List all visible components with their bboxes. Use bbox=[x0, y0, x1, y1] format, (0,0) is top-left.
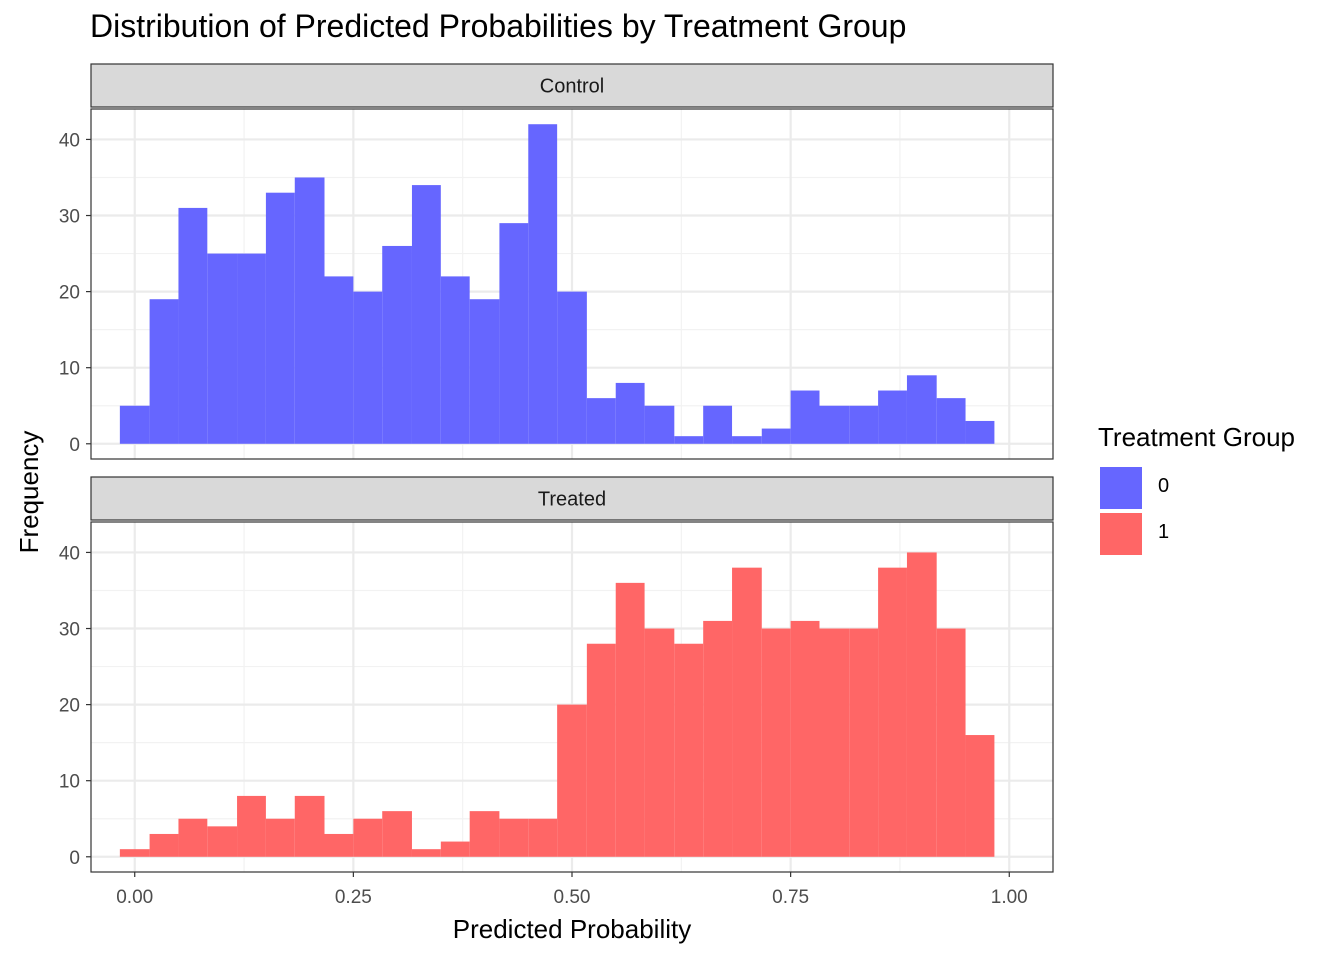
histogram-bar bbox=[237, 253, 266, 444]
strip-label: Treated bbox=[538, 489, 606, 511]
histogram-bar bbox=[149, 299, 179, 444]
histogram-bar bbox=[149, 833, 179, 857]
chart-title: Distribution of Predicted Probabilities … bbox=[90, 8, 907, 44]
histogram-bar bbox=[674, 436, 704, 444]
legend-item-1: 1 bbox=[1098, 513, 1295, 559]
histogram-bar bbox=[237, 795, 266, 857]
histogram-bar bbox=[499, 223, 529, 444]
histogram-bar bbox=[732, 567, 762, 857]
legend-label-1: 1 bbox=[1158, 521, 1170, 543]
histogram-bar bbox=[644, 405, 675, 444]
legend-key-1 bbox=[1100, 513, 1142, 555]
y-tick-label: 20 bbox=[59, 696, 80, 717]
y-tick-label: 0 bbox=[69, 848, 80, 869]
histogram-bar bbox=[703, 620, 733, 857]
histogram-bar bbox=[469, 811, 500, 857]
histogram-bar bbox=[936, 628, 966, 857]
histogram-bar bbox=[615, 582, 645, 857]
histogram-bar bbox=[178, 818, 208, 857]
histogram-bar bbox=[119, 849, 150, 857]
histogram-bar bbox=[819, 405, 850, 444]
strip-background bbox=[90, 476, 1054, 521]
histogram-bar bbox=[965, 420, 995, 444]
histogram-bar bbox=[878, 567, 907, 857]
y-axis-title: Frequency bbox=[14, 431, 44, 554]
y-tick-label: 30 bbox=[59, 620, 80, 641]
x-axis-title: Predicted Probability bbox=[453, 914, 691, 944]
x-tick-label: 0.50 bbox=[554, 887, 591, 908]
legend-key-0 bbox=[1100, 467, 1142, 509]
histogram-bar bbox=[761, 428, 791, 444]
histogram-bar bbox=[382, 811, 412, 857]
histogram-bar bbox=[703, 405, 733, 444]
histogram-bar bbox=[965, 735, 995, 857]
y-tick-label: 10 bbox=[59, 359, 80, 380]
y-tick-label: 20 bbox=[59, 283, 80, 304]
histogram-bar bbox=[586, 643, 616, 857]
histogram-bar bbox=[528, 818, 558, 857]
histogram-bar bbox=[790, 620, 820, 857]
x-tick-label: 0.00 bbox=[116, 887, 153, 908]
histogram-bar bbox=[440, 276, 470, 444]
histogram-bar bbox=[849, 628, 879, 857]
histogram-bar bbox=[411, 185, 441, 444]
histogram-bar bbox=[849, 405, 879, 444]
histogram-bar bbox=[469, 299, 500, 444]
histogram-bar bbox=[440, 841, 470, 857]
histogram-bar bbox=[294, 177, 325, 444]
histogram-bar bbox=[732, 436, 762, 444]
histogram-bar bbox=[324, 833, 354, 857]
x-tick-label: 0.25 bbox=[335, 887, 372, 908]
histogram-bar bbox=[557, 704, 587, 857]
histogram-bar bbox=[819, 628, 850, 857]
histogram-bar bbox=[906, 552, 937, 857]
y-tick-label: 0 bbox=[69, 435, 80, 456]
histogram-bar bbox=[265, 818, 295, 857]
histogram-bar bbox=[411, 849, 441, 857]
histogram-bar bbox=[528, 124, 558, 444]
histogram-bar bbox=[936, 398, 966, 444]
strip-label: Control bbox=[540, 76, 604, 98]
y-tick-label: 40 bbox=[59, 130, 80, 151]
legend-item-0: 0 bbox=[1098, 467, 1295, 513]
histogram-bar bbox=[878, 390, 907, 444]
legend-label-0: 0 bbox=[1158, 475, 1170, 497]
histogram-bar bbox=[353, 291, 383, 444]
histogram-bar bbox=[615, 382, 645, 444]
histogram-bar bbox=[119, 405, 150, 444]
histogram-bar bbox=[353, 818, 383, 857]
histogram-bar bbox=[265, 192, 295, 444]
histogram-bar bbox=[294, 795, 325, 857]
panel-border bbox=[90, 108, 1054, 460]
x-tick-label: 1.00 bbox=[991, 887, 1028, 908]
histogram-bar bbox=[499, 818, 529, 857]
histogram-bar bbox=[906, 375, 937, 444]
histogram-bar bbox=[790, 390, 820, 444]
y-tick-label: 40 bbox=[59, 543, 80, 564]
histogram-bar bbox=[761, 628, 791, 857]
histogram-bar bbox=[557, 291, 587, 444]
histogram-bar bbox=[674, 643, 704, 857]
y-tick-label: 30 bbox=[59, 207, 80, 228]
histogram-bar bbox=[178, 207, 208, 444]
histogram-bar bbox=[207, 826, 238, 857]
strip-background bbox=[90, 63, 1054, 108]
y-tick-label: 10 bbox=[59, 772, 80, 793]
histogram-bar bbox=[207, 253, 238, 444]
histogram-bar bbox=[382, 245, 412, 444]
histogram-bar bbox=[644, 628, 675, 857]
legend-title: Treatment Group bbox=[1098, 422, 1296, 452]
legend: Treatment Group 0 1 bbox=[1098, 422, 1295, 559]
histogram-bar bbox=[586, 398, 616, 444]
histogram-bar bbox=[324, 276, 354, 444]
x-tick-label: 0.75 bbox=[772, 887, 809, 908]
